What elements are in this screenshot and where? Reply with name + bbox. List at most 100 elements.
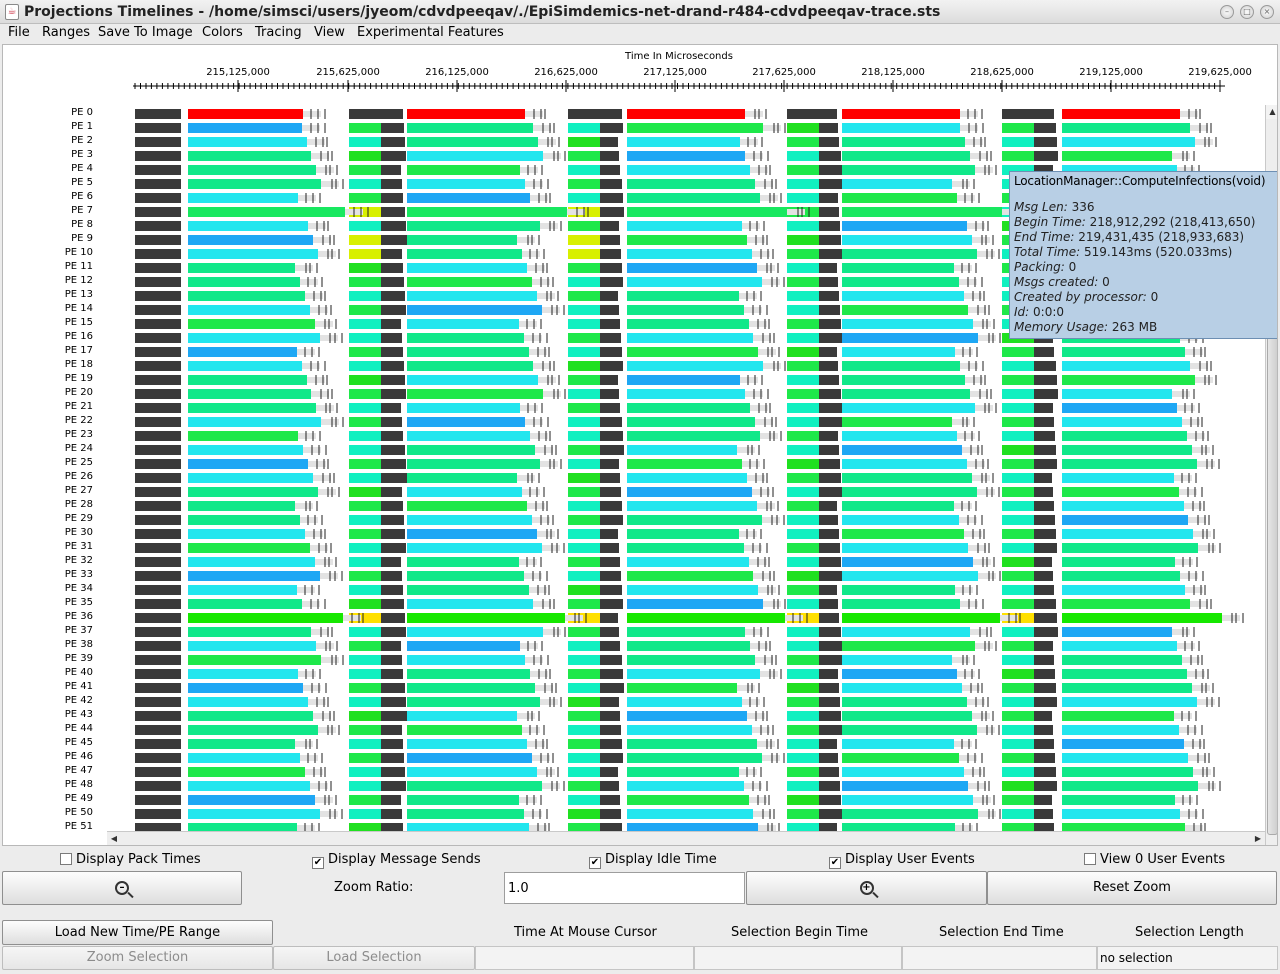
entry-block [568,711,600,721]
scroll-up-icon[interactable]: ▲ [1266,105,1277,119]
entry-block [407,711,517,721]
idle-block [819,235,841,245]
zoom-selection-button[interactable]: Zoom Selection [2,946,273,970]
idle-block [135,515,181,525]
pe-label: PE 21 [64,401,93,412]
idle-block [600,501,622,511]
entry-block [842,795,973,805]
idle-block [135,207,181,217]
entry-block [1062,683,1192,693]
menu-view[interactable]: View [314,25,345,40]
idle-block [135,669,181,679]
entry-block [627,823,758,831]
scroll-right-icon[interactable]: ▶ [1254,834,1262,843]
entry-block [407,655,525,665]
timeline-panel[interactable]: Time In Microseconds 215,125,000 215,625,… [2,44,1278,846]
axis-tick-label: 219,125,000 [1079,67,1143,78]
idle-block [381,193,403,203]
entry-block [842,641,975,651]
reset-zoom-button[interactable]: Reset Zoom [987,871,1277,905]
view-zero-user-events-checkbox[interactable]: View 0 User Events [1084,852,1225,867]
display-pack-times-checkbox[interactable]: Display Pack Times [60,852,201,867]
zoom-ratio-input[interactable] [504,872,745,904]
vertical-scroll-thumb[interactable] [1267,275,1277,835]
gap-marker [1197,699,1215,705]
load-range-button[interactable]: Load New Time/PE Range [2,920,273,945]
idle-block [381,823,403,831]
pe-label: PE 51 [64,821,93,832]
idle-block [1034,445,1056,455]
entry-block [349,781,381,791]
gap-marker [540,223,558,229]
gap-marker [297,587,315,593]
entry-block [842,137,965,147]
idle-block [819,473,841,483]
menu-experimental-features[interactable]: Experimental Features [357,25,504,40]
entry-block [1002,585,1034,595]
entry-block [787,809,819,819]
idle-block [819,361,838,371]
entry-block [842,109,960,119]
idle-block [381,137,405,147]
zoom-in-button[interactable]: + [746,871,987,905]
entry-block [407,263,527,273]
entry-block [349,193,381,203]
entry-block [842,263,954,273]
menu-ranges[interactable]: Ranges [42,25,90,40]
gap-marker [538,139,556,145]
entry-block [842,333,978,343]
menu-colors[interactable]: Colors [202,25,243,40]
idle-block [600,347,622,357]
checkbox-box[interactable]: ✔ [312,857,324,869]
close-icon[interactable]: × [1260,5,1274,19]
menu-tracing[interactable]: Tracing [255,25,302,40]
idle-block [600,431,623,441]
entry-block [349,445,381,455]
gap-marker [955,349,973,355]
entry-block [1062,123,1190,133]
entry-block [627,613,785,623]
display-idle-time-checkbox[interactable]: ✔ Display Idle Time [589,852,717,869]
axis-tick-label: 215,625,000 [316,67,380,78]
gap-marker [316,167,334,173]
idle-block [381,781,406,791]
checkbox-box[interactable] [1084,853,1096,865]
checkbox-box[interactable]: ✔ [589,857,601,869]
scroll-left-icon[interactable]: ◀ [110,834,118,843]
checkbox-box[interactable]: ✔ [829,857,841,869]
entry-block [1062,711,1174,721]
horizontal-scrollbar[interactable]: ◀ ▶ [107,831,1265,845]
maximize-icon[interactable]: □ [1240,5,1254,19]
idle-block [600,571,621,581]
timeline-canvas[interactable]: 215,125,000 215,625,000 216,125,000 216,625… [3,45,1265,831]
entry-block [1062,627,1172,637]
idle-block [819,501,837,511]
menu-file[interactable]: File [8,25,30,40]
gap-marker [970,629,988,635]
checkbox-box[interactable] [60,853,72,865]
load-selection-button[interactable]: Load Selection [273,946,475,970]
entry-block [349,725,381,735]
display-message-sends-checkbox[interactable]: ✔ Display Message Sends [312,852,481,869]
gap-marker [1192,685,1210,691]
minimize-icon[interactable]: – [1220,5,1234,19]
gap-marker [537,769,555,775]
idle-block [600,739,622,749]
entry-block [627,809,753,819]
display-user-events-checkbox[interactable]: ✔ Display User Events [829,852,975,869]
idle-block [819,151,841,161]
idle-block [381,725,402,735]
zoom-out-button[interactable]: – [2,871,242,905]
pe-label: PE 24 [64,443,93,454]
menu-save-to-image[interactable]: Save To Image [98,25,193,40]
entry-block [1002,767,1034,777]
entry-block [787,333,819,343]
entry-block [188,543,310,553]
idle-block [135,809,181,819]
entry-block [349,795,381,805]
gap-marker [1192,447,1210,453]
entry-block [787,403,819,413]
idle-block [381,109,403,119]
idle-block [1034,165,1053,175]
entry-block [349,123,381,133]
